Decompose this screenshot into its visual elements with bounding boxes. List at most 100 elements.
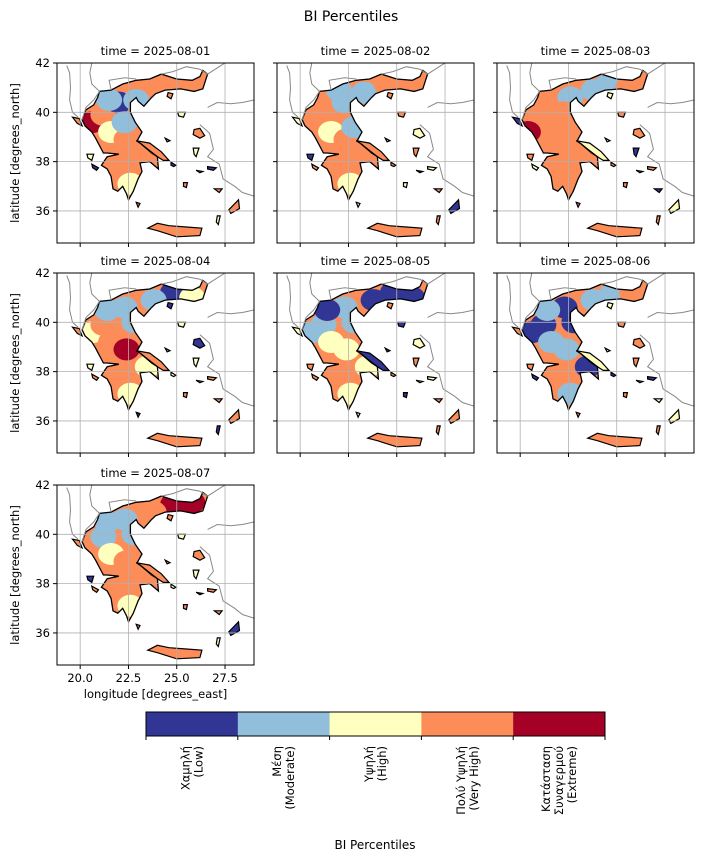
country-border: [427, 309, 474, 318]
y-axis-label: latitude [degrees_north]: [8, 83, 22, 223]
country-border: [639, 334, 694, 407]
country-border: [199, 334, 254, 407]
island: [90, 584, 100, 594]
colorbar-label: Υψηλή: [362, 746, 376, 783]
bi-region: [94, 511, 121, 533]
country-border: [521, 63, 541, 120]
colorbar-label: (Very High): [467, 746, 481, 811]
y-tick-label: 40: [35, 315, 50, 329]
island: [135, 201, 141, 209]
island: [90, 372, 100, 382]
island: [355, 411, 361, 419]
panel-title: time = 2025-08-06: [541, 254, 651, 268]
island: [586, 222, 643, 238]
colorbar-swatch: [146, 712, 239, 736]
y-tick-label: 38: [35, 365, 50, 379]
country-border: [647, 99, 694, 108]
country-border: [301, 63, 321, 120]
island: [195, 379, 205, 384]
colorbar-label: (Extreme): [565, 746, 579, 803]
island: [412, 147, 420, 158]
island: [166, 91, 174, 100]
island: [215, 637, 221, 648]
island: [606, 301, 614, 310]
bi-region: [113, 338, 140, 361]
island: [192, 337, 206, 349]
axes-frame: [276, 272, 475, 454]
map-panel: time = 2025-08-04 36 38 40 42 latitude [degre…: [8, 254, 255, 457]
panel-title: time = 2025-08-03: [541, 44, 651, 58]
island: [530, 162, 540, 172]
island: [435, 215, 441, 226]
colorbar-title: BI Percentiles: [334, 838, 415, 852]
colorbar-label: Πολύ Υψηλή: [454, 746, 468, 815]
island: [146, 644, 203, 660]
country-border: [161, 63, 243, 75]
island: [182, 392, 189, 399]
island: [402, 182, 409, 189]
island: [622, 392, 629, 399]
island: [166, 301, 174, 310]
country-border: [381, 273, 463, 285]
island: [212, 188, 224, 194]
island: [435, 425, 441, 436]
island: [668, 198, 681, 215]
island: [291, 326, 304, 338]
island: [192, 147, 200, 158]
x-tick-label: 27.5: [212, 671, 238, 685]
island: [427, 165, 438, 171]
coastline: [81, 69, 209, 202]
country-border: [81, 63, 101, 120]
island: [182, 604, 189, 611]
bi-region: [111, 111, 138, 134]
island: [163, 136, 172, 143]
island: [622, 182, 629, 189]
island: [647, 375, 658, 381]
bi-region: [314, 299, 341, 321]
island: [635, 169, 645, 174]
country-border: [639, 124, 694, 197]
y-tick-label: 40: [35, 105, 50, 119]
panel-title: time = 2025-08-05: [321, 254, 431, 268]
island: [166, 513, 174, 522]
island: [86, 575, 95, 584]
country-border: [199, 124, 254, 197]
bi-region: [553, 128, 580, 151]
island: [366, 222, 423, 238]
island: [207, 375, 218, 381]
island: [632, 337, 646, 349]
island: [310, 372, 320, 382]
island: [526, 153, 535, 162]
island: [383, 346, 392, 353]
y-tick-label: 42: [35, 478, 50, 492]
x-tick-label: 20.0: [67, 671, 93, 685]
x-tick-label: 22.5: [116, 671, 142, 685]
island: [192, 549, 206, 561]
island: [530, 372, 540, 382]
island: [606, 91, 614, 100]
island: [176, 321, 187, 328]
map-panel: time = 2025-08-02: [273, 44, 475, 247]
island: [652, 188, 664, 194]
country-border: [427, 99, 474, 108]
coastline: [301, 69, 429, 202]
country-border: [207, 99, 254, 108]
axes-frame: [276, 62, 475, 244]
island: [355, 201, 361, 209]
island: [390, 160, 397, 168]
island: [195, 591, 205, 596]
country-border: [301, 273, 321, 330]
y-tick-label: 40: [35, 527, 50, 541]
x-tick-label: 25.0: [164, 671, 190, 685]
axes-frame: [496, 272, 695, 454]
panel-grid: time = 2025-08-01 36 38 40 42 latitude [degre…: [8, 44, 695, 701]
y-tick-label: 36: [35, 626, 50, 640]
island: [176, 533, 187, 540]
island: [228, 198, 241, 215]
island: [212, 610, 224, 616]
island: [86, 153, 95, 162]
country-border: [419, 124, 474, 197]
country-border: [506, 275, 519, 328]
colorbar-label: (High): [375, 746, 389, 781]
